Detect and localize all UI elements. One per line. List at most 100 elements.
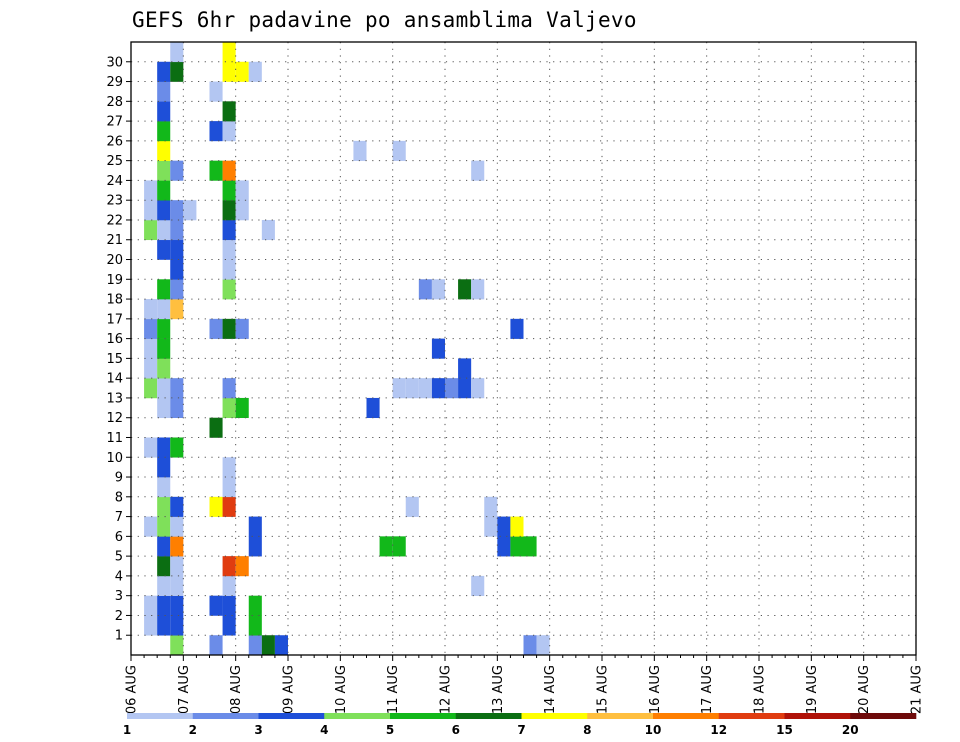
heatmap-cell: [170, 219, 184, 241]
heatmap-cell: [471, 575, 485, 596]
x-tick-label: 15 AUG: [596, 665, 611, 714]
heatmap-cell: [170, 635, 184, 656]
heatmap-cell: [222, 259, 236, 280]
heatmap-cell: [183, 200, 197, 221]
y-tick-label: 22: [106, 213, 123, 228]
heatmap-cell: [248, 516, 262, 537]
heatmap-cell: [170, 61, 184, 82]
y-tick-label: 16: [106, 332, 123, 347]
heatmap-cell: [235, 200, 249, 221]
heatmap-cell: [157, 397, 171, 419]
heatmap-cell: [248, 615, 262, 636]
y-tick-label: 17: [106, 312, 123, 327]
heatmap-cell: [209, 417, 223, 438]
heatmap-cell: [170, 575, 184, 596]
heatmap-cell: [235, 61, 249, 82]
colorbar-swatch: [587, 713, 654, 719]
colorbar-label: 7: [517, 723, 525, 737]
x-tick-label: 17 AUG: [700, 665, 715, 714]
heatmap-cell: [170, 42, 184, 63]
y-tick-label: 27: [106, 115, 123, 130]
y-tick-label: 21: [106, 233, 123, 248]
heatmap-cell: [445, 378, 459, 399]
heatmap-cell: [248, 635, 262, 656]
heatmap-cells: [144, 42, 550, 656]
heatmap-cell: [484, 496, 498, 517]
heatmap-cell: [170, 615, 184, 636]
heatmap-cell: [392, 536, 406, 557]
heatmap-cell: [222, 318, 236, 339]
x-tick-label: 19 AUG: [805, 665, 820, 714]
heatmap-cell: [157, 279, 171, 300]
heatmap-cell: [222, 378, 236, 399]
heatmap-cell: [222, 239, 236, 260]
heatmap-cell: [157, 477, 171, 498]
y-tick-label: 28: [106, 95, 123, 110]
heatmap-cell: [144, 318, 158, 339]
heatmap-cell: [222, 457, 236, 478]
heatmap-cell: [144, 437, 158, 458]
colorbar-swatch: [850, 713, 917, 719]
heatmap-cell: [418, 378, 432, 399]
heatmap-cell: [235, 318, 249, 339]
heatmap-cell: [392, 140, 406, 161]
heatmap-cell: [170, 279, 184, 300]
colorbar-label: 4: [320, 723, 328, 737]
heatmap-cell: [144, 338, 158, 359]
heatmap-cell: [222, 61, 236, 82]
x-tick-label: 11 AUG: [386, 665, 401, 714]
heatmap-cell: [523, 536, 537, 557]
heatmap-cell: [458, 358, 472, 379]
heatmap-cell: [209, 496, 223, 517]
heatmap-cell: [157, 358, 171, 379]
colorbar-swatch: [324, 713, 391, 719]
heatmap-cell: [392, 378, 406, 399]
y-tick-label: 4: [115, 569, 123, 584]
colorbar-swatch: [521, 713, 588, 719]
heatmap-cell: [157, 239, 171, 260]
heatmap-cell: [144, 378, 158, 399]
heatmap-cell: [157, 516, 171, 537]
heatmap-cell: [144, 615, 158, 636]
y-tick-label: 1: [115, 629, 123, 644]
y-tick-label: 20: [106, 253, 123, 268]
y-tick-label: 15: [106, 352, 123, 367]
heatmap-cell: [170, 516, 184, 537]
heatmap-cell: [261, 219, 275, 241]
colorbar-swatch: [127, 713, 194, 719]
colorbar-legend: 1 2 3 4 5 6 7 8 10 12 15 20: [123, 713, 917, 737]
y-tick-label: 24: [106, 174, 123, 189]
colorbar-swatch: [718, 713, 785, 719]
colorbar-label: 20: [842, 723, 859, 737]
heatmap-cell: [170, 299, 184, 320]
heatmap-cell: [510, 516, 524, 537]
y-tick-label: 11: [106, 431, 123, 446]
y-tick-label: 7: [115, 510, 123, 525]
heatmap-cell: [353, 140, 367, 161]
heatmap-cell: [157, 615, 171, 636]
colorbar-swatch: [390, 713, 457, 719]
heatmap-cell: [209, 81, 223, 102]
y-tick-label: 9: [115, 471, 123, 486]
y-tick-label: 2: [115, 609, 123, 624]
y-tick-label: 14: [106, 372, 123, 387]
colorbar-label: 8: [583, 723, 591, 737]
heatmap-cell: [497, 516, 511, 537]
heatmap-cell: [170, 595, 184, 616]
colorbar-label: 12: [710, 723, 727, 737]
heatmap-cell: [222, 496, 236, 517]
heatmap-cell: [222, 477, 236, 498]
heatmap-cell: [157, 140, 171, 161]
heatmap-cell: [471, 279, 485, 300]
heatmap-cell: [144, 516, 158, 537]
x-tick-label: 13 AUG: [491, 665, 506, 714]
heatmap-cell: [431, 279, 445, 300]
heatmap-cell: [209, 160, 223, 181]
heatmap-cell: [157, 318, 171, 339]
heatmap-cell: [157, 180, 171, 201]
heatmap-cell: [222, 595, 236, 616]
heatmap-cell: [379, 536, 393, 557]
heatmap-cell: [157, 121, 171, 142]
colorbar-label: 5: [386, 723, 394, 737]
colorbar-label: 6: [452, 723, 460, 737]
